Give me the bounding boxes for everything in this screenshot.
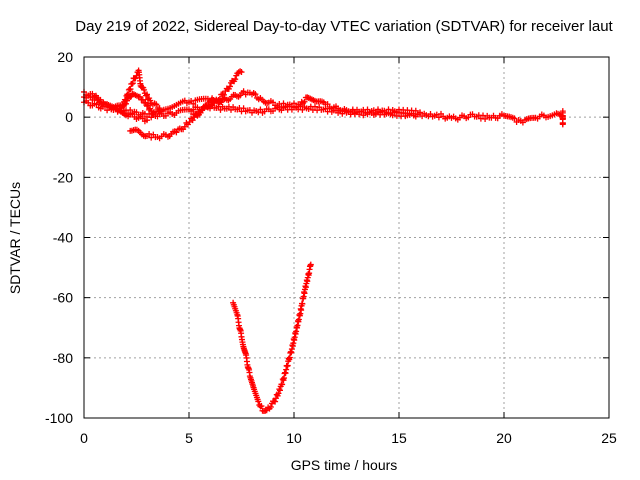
data-point-upper-band <box>385 106 392 113</box>
data-point-deep-dip <box>279 376 286 383</box>
data-point-deep-dip <box>299 300 306 307</box>
data-point-main-band <box>257 106 264 113</box>
data-point-upper-band <box>190 100 197 107</box>
data-point-main-band <box>217 106 224 113</box>
y-tick-label: -60 <box>53 290 73 306</box>
data-point-deep-dip <box>267 404 274 411</box>
y-tick-label: -40 <box>53 230 73 246</box>
data-point-spike-7h <box>226 83 233 90</box>
x-tick-label: 20 <box>496 430 512 446</box>
data-point-upper-band <box>144 103 150 110</box>
x-tick-label: 5 <box>185 430 193 446</box>
plot-frame <box>83 56 610 419</box>
y-tick-label: -80 <box>53 350 73 366</box>
y-tick-label: -20 <box>53 169 73 185</box>
data-point-main-band <box>482 115 489 122</box>
data-point-main-band <box>511 115 518 122</box>
data-point-spike-2h <box>122 97 129 104</box>
data-point-main-band <box>240 105 247 112</box>
data-point-upper-band <box>280 100 287 107</box>
data-point-upper-band <box>412 107 419 114</box>
y-axis-label: SDTVAR / TECUs <box>7 182 23 294</box>
data-point-descending-arc <box>95 96 102 103</box>
data-point-spike-2h <box>156 105 163 112</box>
chart-title: Day 219 of 2022, Sidereal Day-to-day VTE… <box>75 18 613 35</box>
data-point-spike-2h <box>141 86 148 93</box>
data-point-spike-2h <box>120 103 127 110</box>
data-point-spike-2h <box>127 86 134 93</box>
data-point-upper-band <box>351 109 358 116</box>
data-point-spike-2h <box>125 91 132 98</box>
data-point-tail-end <box>559 108 566 115</box>
data-point-upper-band <box>301 98 308 105</box>
data-point-lower-arc <box>181 123 188 130</box>
data-point-deep-dip <box>307 261 314 268</box>
data-point-lower-arc <box>146 130 153 137</box>
data-point-lower-arc <box>186 118 193 125</box>
data-point-spike-2h <box>147 97 154 104</box>
x-axis-label: GPS time / hours <box>291 457 398 473</box>
data-point-deep-dip <box>277 387 283 394</box>
y-tick-label: 0 <box>65 109 73 125</box>
data-point-deep-dip <box>275 390 282 397</box>
data-point-main-band <box>435 114 442 121</box>
data-points <box>81 67 566 415</box>
x-tick-label: 10 <box>286 430 302 446</box>
data-point-spike-7h <box>221 91 227 98</box>
data-point-upper-band <box>291 100 297 107</box>
data-point-deep-dip <box>279 381 286 388</box>
data-point-deep-dip <box>258 402 265 409</box>
x-tick-label: 25 <box>601 430 617 446</box>
data-point-upper-band <box>417 109 423 116</box>
data-point-spike-2h <box>144 91 150 98</box>
data-point-spike-2h <box>119 101 126 108</box>
data-point-spike-2h <box>121 96 128 103</box>
data-point-deep-dip <box>255 398 262 405</box>
data-point-upper-band <box>375 106 381 113</box>
data-point-descending-arc <box>144 117 150 124</box>
y-tick-label: 20 <box>57 49 73 65</box>
data-point-spike-2h <box>129 80 136 87</box>
data-point-spike-7h <box>232 76 239 83</box>
data-point-spike-2h <box>129 80 136 87</box>
data-point-spike-2h <box>153 101 160 108</box>
x-tick-label: 15 <box>391 430 407 446</box>
y-tick-label: -100 <box>45 410 73 426</box>
data-point-lower-arc <box>189 117 196 124</box>
data-point-spike-7h <box>238 69 245 76</box>
axis-ticks: 0 5 10 15 20 25 -100 -80 -60 -40 -20 0 20 <box>45 49 617 446</box>
data-point-spike-2h <box>133 72 140 79</box>
data-point-upper-band <box>362 109 369 116</box>
data-point-upper-band <box>139 96 146 103</box>
data-point-spike-2h <box>142 92 149 99</box>
data-point-upper-band <box>240 88 247 95</box>
data-point-lower-arc <box>221 96 228 103</box>
data-point-deep-dip <box>272 398 279 405</box>
x-tick-label: 0 <box>80 430 88 446</box>
data-point-upper-band <box>252 91 259 98</box>
data-point-lower-arc <box>191 114 198 121</box>
